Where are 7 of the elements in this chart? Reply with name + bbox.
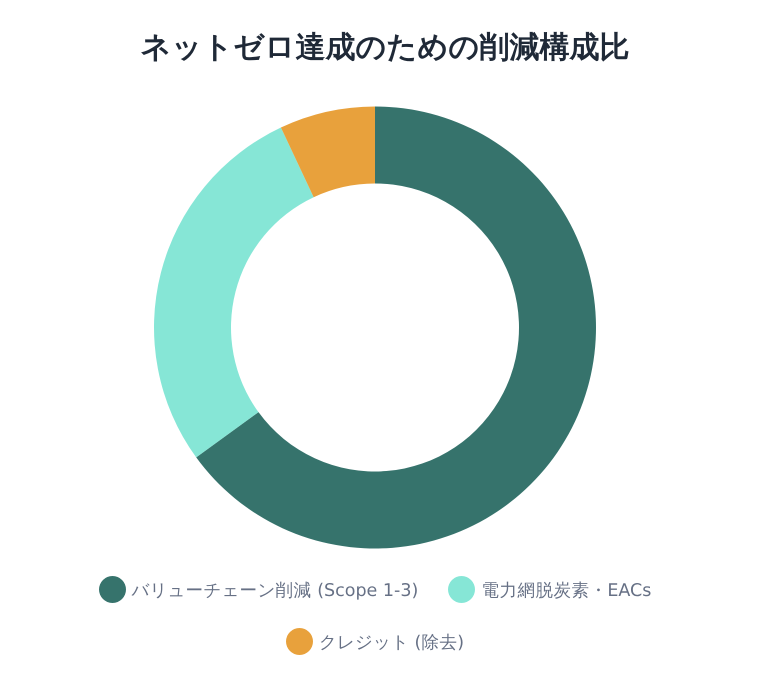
legend-label: 電力網脱炭素・EACs [481,580,652,602]
donut-slice [280,106,375,198]
legend-label: クレジット (除去) [318,632,464,654]
donut-slice [154,128,314,458]
donut-slice [196,106,596,548]
legend-label: バリューチェーン削減 (Scope 1-3) [132,580,418,602]
chart-title: ネットゼロ達成のための削減構成比 [140,30,630,65]
